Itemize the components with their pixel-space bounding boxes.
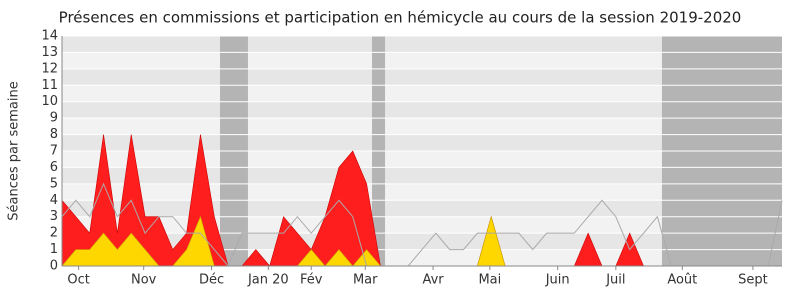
x-tick-label: Avr [422, 273, 444, 288]
y-tick-label: 14 [41, 29, 58, 44]
x-tick-label: Nov [131, 273, 157, 288]
y-tick-label: 4 [50, 193, 58, 208]
y-tick-label: 0 [50, 259, 58, 274]
y-tick-label: 7 [50, 144, 58, 159]
y-tick-label: 10 [41, 94, 58, 109]
y-tick-label: 12 [41, 61, 58, 76]
y-tick-label: 6 [50, 160, 58, 175]
y-axis-label: Séances par semaine [7, 81, 22, 220]
x-tick-label: Déc [199, 273, 224, 288]
y-tick-label: 13 [41, 45, 58, 60]
x-tick-label: Sept [738, 273, 768, 288]
y-tick-label: 8 [50, 127, 58, 142]
x-tick-label: Juin [545, 273, 570, 288]
y-tick-label: 1 [50, 242, 58, 257]
y-tick-label: 2 [50, 226, 58, 241]
y-tick-label: 9 [50, 111, 58, 126]
x-tick-label: Juil [605, 273, 625, 288]
x-tick-label: Mai [478, 273, 501, 288]
x-tick-label: Fév [300, 273, 323, 288]
y-tick-label: 3 [50, 209, 58, 224]
y-tick-label: 5 [50, 176, 58, 191]
chart-title: Présences en commissions et participatio… [59, 9, 742, 27]
x-tick-label: Août [667, 273, 697, 288]
x-tick-label: Jan 20 [247, 273, 289, 288]
x-tick-label: Oct [67, 273, 89, 288]
line [61, 182, 783, 267]
x-tick-label: Mar [353, 273, 378, 288]
y-tick-label: 11 [41, 78, 58, 93]
